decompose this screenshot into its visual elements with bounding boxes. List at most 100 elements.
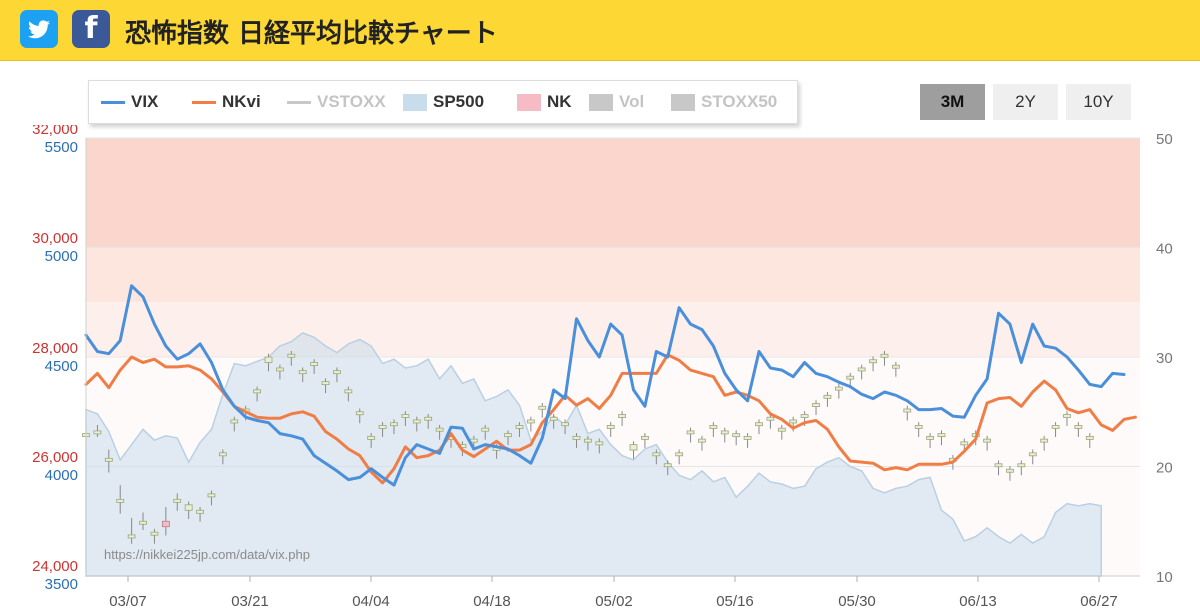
nk-candle [983,438,992,443]
y-axis-nk-tick: 26,000 [32,449,78,466]
nk-candle [869,359,877,364]
y-axis-right-tick: 20 [1156,460,1173,477]
facebook-icon: f [84,11,98,46]
facebook-share-button[interactable]: f [72,10,110,48]
nk-candle [184,504,193,511]
x-axis-tick-label: 03/07 [109,593,147,610]
nk-candle [93,430,102,435]
nk-candle [264,356,273,363]
twitter-share-button[interactable] [20,10,58,48]
y-axis-right-tick: 40 [1156,241,1173,258]
nk-candle [994,463,1003,468]
nk-candle [857,367,866,372]
nk-candle [321,381,330,386]
nk-candle [207,493,216,498]
y-axis-sp500-tick: 5000 [45,248,78,265]
nk-candle [344,389,353,394]
x-axis-tick-label: 03/21 [231,593,269,610]
nk-candle [424,416,433,421]
nk-candle [561,422,569,427]
nk-candle [549,416,558,421]
twitter-icon [28,20,50,39]
nk-candle [504,433,512,438]
nk-candle [766,416,775,421]
x-axis-tick-label: 04/18 [473,593,511,610]
nk-candle [218,452,227,457]
vix-line [84,284,1126,487]
nk-candle [298,370,307,375]
chart: https://nikkei225jp.com/data/vix.php 32,0… [32,125,1173,610]
nk-candle [127,534,136,539]
nk-candle [367,435,376,440]
y-axis-nk-tick: 30,000 [32,230,78,247]
range-button-10y[interactable]: 10Y [1066,84,1131,120]
nk-candle [743,435,752,440]
nk-candle [116,498,125,503]
nk-candle [891,364,900,369]
nk-candle [777,427,786,432]
y-axis-nk-tick: 32,000 [32,125,78,138]
legend-swatch [101,101,125,104]
nk-candle [139,520,147,525]
nk-candle [720,430,729,435]
nk-candle [641,435,649,440]
nk-candle [789,419,798,424]
nk-candle [880,353,889,358]
legend-swatch [287,101,311,104]
sp500-area [85,332,1102,577]
nk-candle [1017,463,1026,468]
nk-candle [960,441,969,446]
nk-candle [230,419,239,424]
legend-label: SP500 [433,92,485,111]
range-button-2y[interactable]: 2Y [993,84,1058,120]
chart-zone-2 [86,302,1140,357]
y-axis-sp500-tick: 5500 [45,139,78,156]
nk-candle [104,457,113,462]
nk-candle [276,367,284,372]
nk-candle [1074,425,1083,429]
nk-candle [538,405,547,410]
nk-candle [333,370,341,375]
nk-candle [698,438,706,443]
nk-candle [1040,438,1049,443]
x-axis-tick-label: 05/16 [716,593,754,610]
nk-candle [595,441,604,446]
legend-label: VIX [131,92,159,111]
nk-candle [481,427,490,432]
chart-zone-1 [86,247,1140,303]
watermark-url: https://nikkei225jp.com/data/vix.php [104,547,310,562]
x-axis-tick-label: 04/04 [352,593,390,610]
legend-label: STOXX50 [701,92,778,111]
nkvi-line [84,353,1137,485]
y-axis-sp500-tick: 3500 [45,576,78,593]
nk-candle [800,414,809,418]
nk-candle [196,509,204,514]
nk-candle [355,411,364,416]
nk-candle [173,498,182,503]
nk-candle [515,425,524,429]
nk-candle [914,425,923,429]
nk-candle [401,414,410,418]
nk-candle [435,427,444,432]
nk-candle [755,422,763,427]
x-axis-tick-label: 05/30 [838,593,876,610]
page-header: f 恐怖指数 日経平均比較チャート [0,0,1200,61]
chart-zone-0 [86,138,1140,248]
nk-candle [606,425,615,429]
nk-candle [572,435,581,440]
y-axis-right-tick: 30 [1156,350,1173,367]
nk-candle [709,425,718,429]
nk-candle [583,438,592,443]
nk-candle [926,435,934,440]
range-button-3m[interactable]: 3M [920,84,985,120]
x-axis-tick-label: 06/27 [1080,593,1118,610]
y-axis-nk-tick: 28,000 [32,340,78,357]
x-axis-tick-label: 05/02 [595,593,633,610]
nk-candle [412,419,421,424]
legend-label: NKvi [222,92,261,111]
nk-candle [378,425,387,429]
nk-candle [1051,425,1060,429]
y-axis-sp500-tick: 4500 [45,358,78,375]
legend-label: VSTOXX [317,92,386,111]
nk-candle [287,353,296,358]
